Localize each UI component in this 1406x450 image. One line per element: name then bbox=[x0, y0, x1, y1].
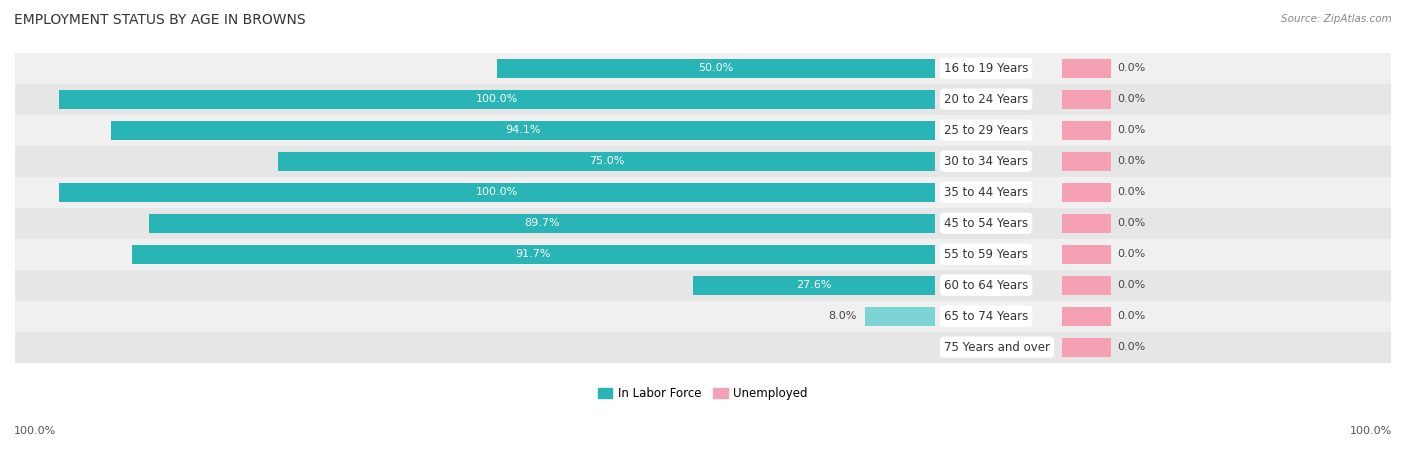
Bar bbox=[111, 121, 935, 140]
Bar bbox=[1063, 244, 1111, 264]
Bar bbox=[59, 90, 935, 109]
Bar bbox=[1063, 338, 1111, 357]
Bar bbox=[15, 301, 1391, 332]
Text: 65 to 74 Years: 65 to 74 Years bbox=[943, 310, 1028, 323]
Text: 0.0%: 0.0% bbox=[1118, 249, 1146, 259]
Bar bbox=[15, 53, 1391, 84]
Bar bbox=[1063, 275, 1111, 295]
Text: 27.6%: 27.6% bbox=[797, 280, 832, 290]
Bar bbox=[15, 84, 1391, 115]
Bar bbox=[865, 306, 935, 326]
Text: 100.0%: 100.0% bbox=[1350, 427, 1392, 436]
Text: 30 to 34 Years: 30 to 34 Years bbox=[943, 155, 1028, 168]
Text: 94.1%: 94.1% bbox=[505, 125, 541, 135]
Text: 0.0%: 0.0% bbox=[1118, 63, 1146, 73]
Text: 50.0%: 50.0% bbox=[699, 63, 734, 73]
Bar bbox=[1063, 306, 1111, 326]
Bar bbox=[1063, 214, 1111, 233]
Bar bbox=[132, 244, 935, 264]
Text: 0.0%: 0.0% bbox=[1118, 94, 1146, 104]
Text: 89.7%: 89.7% bbox=[524, 218, 560, 228]
Text: 45 to 54 Years: 45 to 54 Years bbox=[943, 217, 1028, 230]
Bar bbox=[15, 332, 1391, 363]
Bar bbox=[693, 275, 935, 295]
Text: 0.0%: 0.0% bbox=[1118, 218, 1146, 228]
Bar bbox=[1063, 58, 1111, 78]
Bar bbox=[15, 146, 1391, 177]
Text: 8.0%: 8.0% bbox=[828, 311, 856, 321]
Bar bbox=[15, 115, 1391, 146]
Text: 100.0%: 100.0% bbox=[475, 94, 519, 104]
Text: EMPLOYMENT STATUS BY AGE IN BROWNS: EMPLOYMENT STATUS BY AGE IN BROWNS bbox=[14, 14, 305, 27]
Text: 20 to 24 Years: 20 to 24 Years bbox=[943, 93, 1028, 106]
Text: 0.0%: 0.0% bbox=[1118, 125, 1146, 135]
Bar bbox=[1063, 183, 1111, 202]
Legend: In Labor Force, Unemployed: In Labor Force, Unemployed bbox=[593, 382, 813, 405]
Bar bbox=[15, 238, 1391, 270]
Bar bbox=[278, 152, 935, 171]
Text: 100.0%: 100.0% bbox=[14, 427, 56, 436]
Text: 75 Years and over: 75 Years and over bbox=[943, 341, 1050, 354]
Text: 91.7%: 91.7% bbox=[516, 249, 551, 259]
Bar bbox=[15, 270, 1391, 301]
Text: 0.0%: 0.0% bbox=[1118, 156, 1146, 166]
Text: 0.0%: 0.0% bbox=[1118, 280, 1146, 290]
Bar bbox=[1063, 90, 1111, 109]
Text: 0.0%: 0.0% bbox=[1118, 187, 1146, 197]
Text: 0.0%: 0.0% bbox=[1118, 342, 1146, 352]
Text: 75.0%: 75.0% bbox=[589, 156, 624, 166]
Text: 55 to 59 Years: 55 to 59 Years bbox=[943, 248, 1028, 261]
Text: 25 to 29 Years: 25 to 29 Years bbox=[943, 124, 1028, 137]
Text: 16 to 19 Years: 16 to 19 Years bbox=[943, 62, 1028, 75]
Text: 0.0%: 0.0% bbox=[1118, 311, 1146, 321]
Bar bbox=[15, 177, 1391, 208]
Text: 60 to 64 Years: 60 to 64 Years bbox=[943, 279, 1028, 292]
Bar bbox=[498, 58, 935, 78]
Bar bbox=[1063, 121, 1111, 140]
Bar bbox=[1063, 152, 1111, 171]
Bar bbox=[149, 214, 935, 233]
Text: Source: ZipAtlas.com: Source: ZipAtlas.com bbox=[1281, 14, 1392, 23]
Bar bbox=[15, 208, 1391, 238]
Bar bbox=[59, 183, 935, 202]
Text: 100.0%: 100.0% bbox=[475, 187, 519, 197]
Text: 35 to 44 Years: 35 to 44 Years bbox=[943, 186, 1028, 199]
